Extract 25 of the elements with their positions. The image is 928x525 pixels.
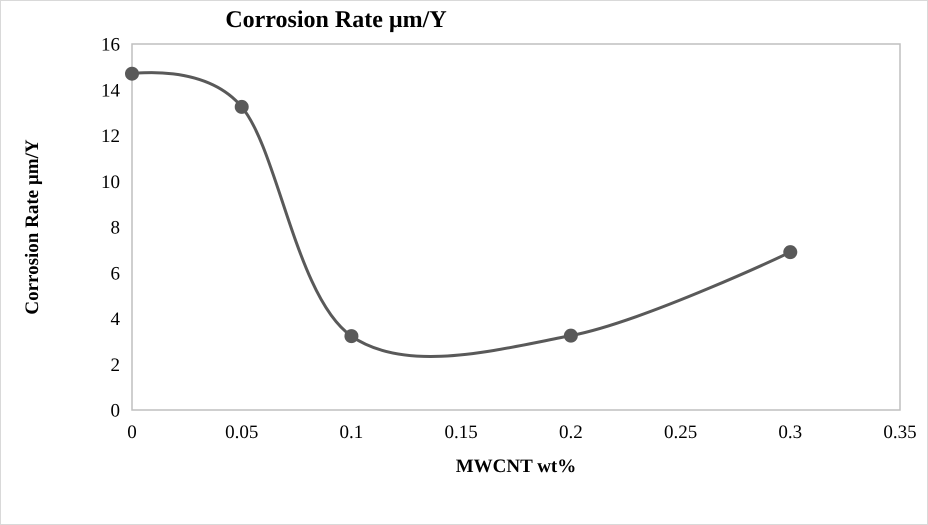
x-tick-label: 0.3 bbox=[778, 422, 802, 443]
y-tick-label: 2 bbox=[110, 354, 120, 376]
y-axis-title: Corrosion Rate µm/Y bbox=[22, 139, 43, 315]
point bbox=[125, 66, 139, 81]
y-tick-label: 8 bbox=[110, 218, 120, 239]
y-tick-label: 4 bbox=[110, 309, 120, 330]
x-tick-label: 0.2 bbox=[558, 422, 583, 443]
point bbox=[234, 100, 249, 114]
x-tick-label: 0.35 bbox=[883, 422, 917, 443]
x-axis-title: MWCNT wt% bbox=[456, 456, 576, 477]
y-tick-label: 12 bbox=[101, 126, 120, 148]
point bbox=[783, 245, 798, 260]
y-tick-label: 0 bbox=[110, 400, 120, 422]
x-tick-label: 0 bbox=[127, 422, 137, 443]
x-tick-label: 0.25 bbox=[664, 422, 698, 443]
point bbox=[564, 328, 578, 343]
x-tick-label: 0.1 bbox=[340, 422, 364, 443]
point bbox=[344, 329, 358, 344]
y-tick-label: 16 bbox=[101, 34, 120, 56]
y-tick-label: 10 bbox=[101, 172, 120, 193]
chart-title: Corrosion Rate µm/Y bbox=[225, 7, 447, 33]
x-tick-label: 0.05 bbox=[225, 422, 258, 443]
x-tick-label: 0.15 bbox=[444, 422, 478, 443]
y-tick-label: 14 bbox=[101, 80, 120, 102]
y-tick-label: 6 bbox=[110, 263, 120, 284]
